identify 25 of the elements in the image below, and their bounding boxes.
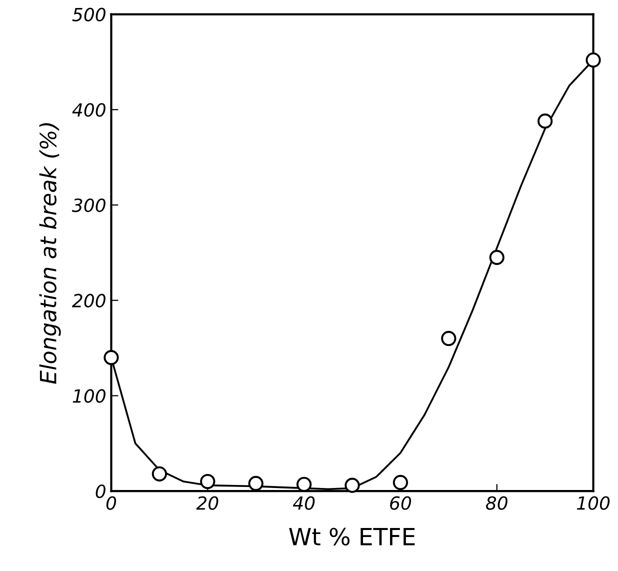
point	[538, 114, 553, 129]
point	[489, 250, 504, 265]
x-tick-label: 40	[292, 496, 315, 510]
y-tick-label: 200	[72, 294, 106, 308]
x-axis-title: Wt % ETFE	[289, 528, 415, 546]
x-tick-label: 20	[196, 496, 218, 510]
y-tick-label: 100	[72, 389, 106, 403]
point	[392, 474, 408, 490]
point	[586, 52, 601, 68]
point	[104, 350, 119, 366]
x-tick-label: 60	[390, 496, 412, 510]
y-axis-title: Elongation at break (%)	[39, 123, 61, 384]
point	[152, 466, 168, 482]
point	[200, 474, 216, 490]
x-tick-label: 80	[486, 496, 508, 510]
x-tick-label: 0	[106, 496, 116, 510]
point	[441, 330, 456, 346]
point	[344, 478, 360, 493]
y-tick-label: 300	[72, 198, 106, 212]
point	[296, 476, 312, 492]
y-tick-label: 0	[96, 484, 106, 498]
y-tick-label: 400	[72, 103, 106, 117]
y-tick-label: 500	[72, 8, 106, 22]
point	[248, 476, 264, 491]
x-tick-label: 100	[576, 496, 610, 510]
